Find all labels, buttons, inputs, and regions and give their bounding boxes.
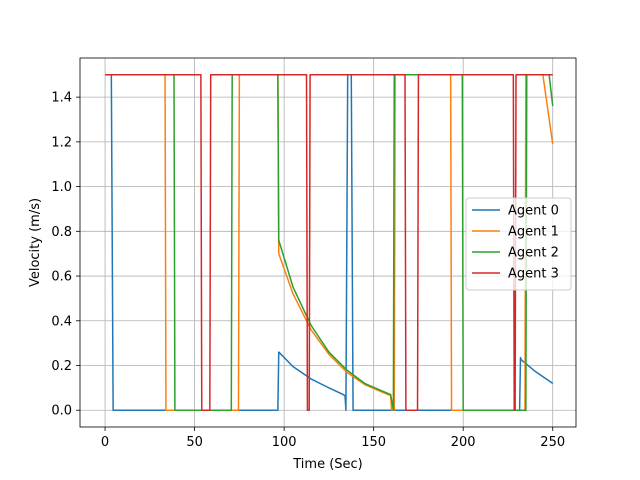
x-tick-label: 0 [101, 435, 109, 450]
legend-box [465, 197, 572, 291]
axes-frame [79, 57, 577, 428]
y-tick-label: 1.0 [51, 180, 72, 195]
legend: Agent 0 Agent 1 Agent 2 Agent 3 [465, 197, 572, 291]
x-tick-label: 50 [186, 435, 203, 450]
x-axis-label: Time (Sec) [292, 457, 363, 472]
y-tick-label: 1.2 [51, 135, 72, 150]
series-line-agent-3 [105, 74, 553, 411]
legend-label: Agent 1 [508, 225, 559, 240]
legend-label: Agent 2 [508, 246, 559, 261]
x-tick-label: 250 [540, 435, 565, 450]
series-line-agent-0 [105, 74, 554, 411]
axis-ticks: 0 50 100 150 200 250 0.0 0.2 0.4 0.6 0.8 1.0 1.2 1.4 [51, 91, 565, 450]
y-axis-label: Velocity (m/s) [28, 198, 43, 287]
y-tick-label: 0.2 [51, 359, 72, 374]
y-tick-label: 0.0 [51, 404, 72, 419]
y-tick-label: 0.4 [51, 314, 72, 329]
y-tick-label: 0.8 [51, 225, 72, 240]
x-tick-label: 200 [451, 435, 476, 450]
x-tick-label: 100 [272, 435, 297, 450]
plot-series [105, 74, 554, 411]
legend-label: Agent 3 [508, 267, 559, 282]
y-tick-label: 1.4 [51, 91, 72, 106]
y-tick-label: 0.6 [51, 270, 72, 285]
x-tick-label: 150 [361, 435, 386, 450]
legend-label: Agent 0 [508, 204, 559, 219]
series-line-agent-2 [105, 74, 554, 411]
